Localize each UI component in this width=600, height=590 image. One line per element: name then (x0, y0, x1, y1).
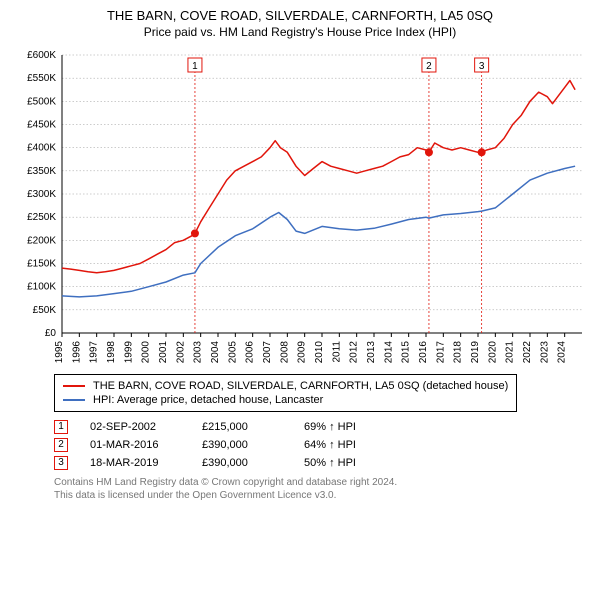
chart-container: THE BARN, COVE ROAD, SILVERDALE, CARNFOR… (0, 0, 600, 508)
svg-text:2015: 2015 (401, 341, 412, 364)
sale-marker-box: 1 (54, 420, 68, 434)
svg-text:£200K: £200K (27, 235, 56, 246)
svg-text:£400K: £400K (27, 143, 56, 154)
svg-text:£450K: £450K (27, 120, 56, 131)
sale-row: 3 18-MAR-2019 £390,000 50% ↑ HPI (54, 454, 590, 472)
sale-price: £215,000 (202, 421, 282, 433)
svg-text:2024: 2024 (557, 341, 568, 364)
svg-text:1995: 1995 (54, 341, 65, 364)
svg-text:£550K: £550K (27, 73, 56, 84)
legend-label: HPI: Average price, detached house, Lanc… (93, 394, 323, 406)
svg-text:1996: 1996 (71, 341, 82, 364)
sale-date: 02-SEP-2002 (90, 421, 180, 433)
svg-text:2007: 2007 (262, 341, 273, 364)
svg-text:2023: 2023 (539, 341, 550, 364)
svg-text:2012: 2012 (349, 341, 360, 364)
sale-marker-box: 2 (54, 438, 68, 452)
svg-text:2010: 2010 (314, 341, 325, 364)
svg-text:2004: 2004 (210, 341, 221, 364)
svg-text:1997: 1997 (89, 341, 100, 364)
svg-text:1: 1 (192, 61, 198, 72)
svg-text:2000: 2000 (141, 341, 152, 364)
sale-row: 2 01-MAR-2016 £390,000 64% ↑ HPI (54, 436, 590, 454)
svg-text:2009: 2009 (297, 341, 308, 364)
svg-text:£100K: £100K (27, 282, 56, 293)
svg-text:£250K: £250K (27, 212, 56, 223)
svg-text:2022: 2022 (522, 341, 533, 364)
footer-line-2: This data is licensed under the Open Gov… (54, 489, 590, 502)
chart-title: THE BARN, COVE ROAD, SILVERDALE, CARNFOR… (10, 8, 590, 23)
svg-text:£500K: £500K (27, 96, 56, 107)
sale-price: £390,000 (202, 457, 282, 469)
svg-text:3: 3 (479, 61, 485, 72)
sale-pct: 64% ↑ HPI (304, 439, 394, 451)
svg-text:2019: 2019 (470, 341, 481, 364)
chart-plot-area: £0 £50K £100K £150K £200K £250K £300K £350K £400… (10, 45, 590, 370)
sale-pct: 50% ↑ HPI (304, 457, 394, 469)
svg-text:2021: 2021 (505, 341, 516, 364)
svg-text:£50K: £50K (33, 305, 57, 316)
footer-attribution: Contains HM Land Registry data © Crown c… (54, 476, 590, 502)
chart-subtitle: Price paid vs. HM Land Registry's House … (10, 25, 590, 39)
svg-text:2017: 2017 (435, 341, 446, 364)
svg-text:2001: 2001 (158, 341, 169, 364)
legend-label: THE BARN, COVE ROAD, SILVERDALE, CARNFOR… (93, 380, 508, 392)
legend-item: THE BARN, COVE ROAD, SILVERDALE, CARNFOR… (63, 379, 508, 393)
svg-text:2014: 2014 (383, 341, 394, 364)
legend-swatch (63, 385, 85, 387)
sale-marker-box: 3 (54, 456, 68, 470)
svg-text:£600K: £600K (27, 50, 56, 61)
legend-item: HPI: Average price, detached house, Lanc… (63, 393, 508, 407)
sale-date: 18-MAR-2019 (90, 457, 180, 469)
svg-text:2018: 2018 (453, 341, 464, 364)
svg-text:£150K: £150K (27, 259, 56, 270)
svg-text:1999: 1999 (123, 341, 134, 364)
svg-text:2003: 2003 (193, 341, 204, 364)
footer-line-1: Contains HM Land Registry data © Crown c… (54, 476, 590, 489)
svg-text:1998: 1998 (106, 341, 117, 364)
legend: THE BARN, COVE ROAD, SILVERDALE, CARNFOR… (54, 374, 517, 412)
svg-text:2013: 2013 (366, 341, 377, 364)
svg-text:2005: 2005 (227, 341, 238, 364)
sale-price: £390,000 (202, 439, 282, 451)
svg-text:2011: 2011 (331, 341, 342, 363)
sale-date: 01-MAR-2016 (90, 439, 180, 451)
svg-text:2006: 2006 (245, 341, 256, 364)
svg-text:2016: 2016 (418, 341, 429, 364)
sale-pct: 69% ↑ HPI (304, 421, 394, 433)
svg-text:2008: 2008 (279, 341, 290, 364)
sale-row: 1 02-SEP-2002 £215,000 69% ↑ HPI (54, 418, 590, 436)
svg-text:2: 2 (426, 61, 432, 72)
line-chart: £0 £50K £100K £150K £200K £250K £300K £350K £400… (10, 45, 590, 365)
svg-text:2020: 2020 (487, 341, 498, 364)
svg-text:£300K: £300K (27, 189, 56, 200)
sales-table: 1 02-SEP-2002 £215,000 69% ↑ HPI 2 01-MAR-201… (54, 418, 590, 472)
legend-swatch (63, 399, 85, 401)
svg-text:£0: £0 (45, 328, 57, 339)
svg-text:2002: 2002 (175, 341, 186, 364)
svg-text:£350K: £350K (27, 166, 56, 177)
